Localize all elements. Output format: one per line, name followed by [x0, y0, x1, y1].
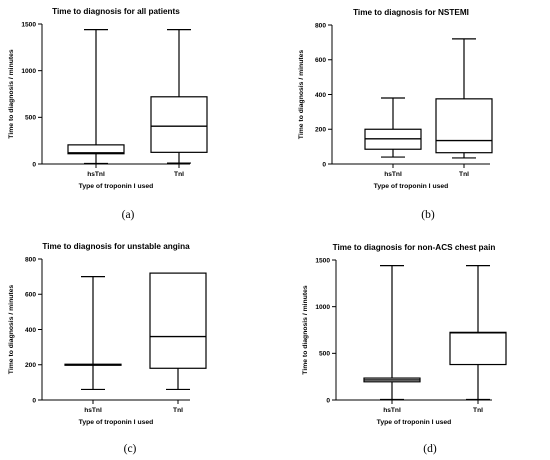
y-axis-label: Time to diagnosis / minutes [8, 285, 15, 375]
y-tick-label: 200 [25, 362, 36, 369]
iqr-box [67, 144, 125, 155]
x-axis-label: Type of troponin I used [377, 419, 452, 426]
x-tick-label: TnI [174, 171, 184, 178]
y-axis-label: Time to diagnosis / minutes [302, 285, 309, 375]
panel-caption: (a) [122, 209, 135, 221]
x-tick-label: hsTnI [87, 171, 105, 178]
boxplot-hsTnI [64, 276, 122, 391]
y-tick-label: 500 [319, 351, 330, 358]
x-axis-label: Type of troponin I used [79, 183, 154, 190]
x-tick-label: hsTnI [84, 407, 102, 414]
y-tick-label: 400 [315, 92, 326, 99]
panel-caption: (b) [421, 209, 435, 221]
iqr-box [449, 331, 507, 366]
y-tick-label: 200 [315, 127, 326, 134]
x-tick-label: hsTnI [384, 171, 402, 178]
boxplot-TnI [449, 265, 507, 401]
y-tick-label: 1000 [21, 68, 36, 75]
iqr-box [150, 96, 208, 153]
iqr-box [435, 98, 493, 154]
panel-caption: (c) [124, 443, 137, 455]
panel-caption: (d) [423, 443, 437, 455]
boxplot-TnI [149, 272, 207, 391]
y-tick-label: 1500 [21, 21, 36, 28]
y-tick-label: 0 [32, 161, 36, 168]
boxplot-hsTnI [363, 265, 421, 401]
chart-title: Time to diagnosis for unstable angina [42, 242, 190, 251]
y-tick-label: 800 [25, 256, 36, 263]
chart-panel-2: Time to diagnosis for NSTEMI 0 200 400 600 80… [298, 8, 493, 221]
x-tick-label: hsTnI [383, 407, 401, 414]
y-tick-label: 600 [25, 292, 36, 299]
chart-title: Time to diagnosis for NSTEMI [353, 8, 469, 17]
x-tick-label: TnI [173, 407, 183, 414]
y-axis-label: Time to diagnosis / minutes [298, 50, 305, 140]
boxplot-TnI [435, 38, 493, 159]
y-tick-label: 0 [326, 397, 330, 404]
x-tick-label: TnI [459, 171, 469, 178]
y-tick-label: 600 [315, 57, 326, 64]
x-axis-label: Type of troponin I used [79, 419, 154, 426]
y-tick-label: 0 [322, 161, 326, 168]
chart-title: Time to diagnosis for all patients [52, 7, 180, 16]
chart-title: Time to diagnosis for non-ACS chest pain [333, 243, 496, 252]
iqr-box [149, 272, 207, 369]
y-axis-label: Time to diagnosis / minutes [8, 49, 15, 139]
chart-panel-1: Time to diagnosis for all patients 0 500 10… [8, 7, 208, 221]
chart-panel-3: Time to diagnosis for unstable angina 0 20… [8, 242, 207, 455]
y-tick-label: 1500 [315, 257, 330, 264]
boxplot-hsTnI [67, 29, 125, 165]
x-tick-label: TnI [473, 407, 483, 414]
boxplot-TnI [150, 29, 208, 164]
chart-panel-4: Time to diagnosis for non-ACS chest pain… [302, 243, 507, 455]
y-tick-label: 800 [315, 22, 326, 29]
y-tick-label: 1000 [315, 304, 330, 311]
y-tick-label: 400 [25, 327, 36, 334]
x-axis-label: Type of troponin I used [374, 183, 449, 190]
y-tick-label: 500 [25, 115, 36, 122]
boxplot-hsTnI [364, 97, 422, 158]
y-tick-label: 0 [32, 397, 36, 404]
